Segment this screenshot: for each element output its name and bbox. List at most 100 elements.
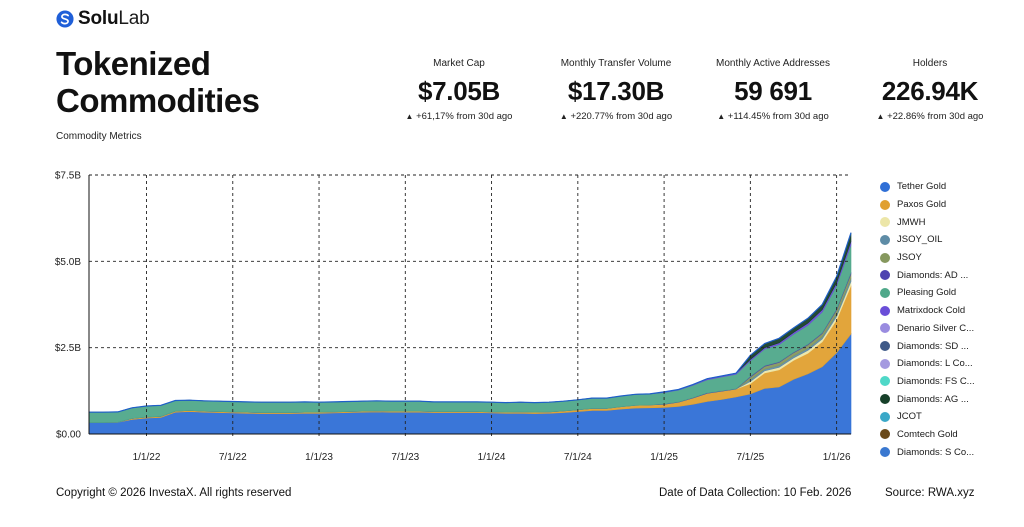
metric-label: Holders bbox=[912, 58, 948, 69]
legend-item[interactable]: Diamonds: SD ... bbox=[880, 337, 975, 355]
footer-copyright: Copyright © 2026 InvestaX. All rights re… bbox=[56, 487, 292, 499]
legend-swatch bbox=[880, 217, 890, 228]
x-tick-label: 1/1/26 bbox=[823, 452, 851, 463]
x-tick-label: 1/1/22 bbox=[133, 452, 161, 463]
legend-label: Tether Gold bbox=[897, 181, 947, 193]
legend-label: JMWH bbox=[897, 216, 926, 228]
legend-label: JSOY bbox=[897, 252, 922, 264]
y-tick-label: $2.5B bbox=[55, 343, 81, 354]
legend-item[interactable]: JSOY bbox=[880, 249, 975, 267]
legend-item[interactable]: JSOY_OIL bbox=[880, 231, 975, 249]
y-tick-label: $7.5B bbox=[55, 171, 81, 182]
legend-item[interactable]: JCOT bbox=[880, 408, 975, 426]
legend-item[interactable]: Pleasing Gold bbox=[880, 284, 975, 302]
legend-label: Denario Silver C... bbox=[897, 322, 975, 334]
legend-label: Comtech Gold bbox=[897, 428, 958, 440]
footer-source: Source: RWA.xyz bbox=[885, 487, 975, 499]
metric-change-text: +22.86% from 30d ago bbox=[887, 111, 984, 122]
series-line bbox=[89, 232, 852, 413]
x-tick-label: 7/1/22 bbox=[219, 452, 247, 463]
legend-swatch bbox=[880, 287, 890, 298]
legend-swatch bbox=[880, 341, 890, 352]
page-title-line2: Commodities bbox=[56, 82, 260, 119]
up-triangle-icon: ▲ bbox=[717, 112, 726, 121]
legend-item[interactable]: Diamonds: AD ... bbox=[880, 266, 975, 284]
y-tick-label: $0.00 bbox=[56, 430, 81, 441]
up-triangle-icon: ▲ bbox=[559, 112, 568, 121]
legend-swatch bbox=[880, 358, 890, 369]
brand-name: SoluLab bbox=[78, 8, 150, 30]
x-tick-label: 1/1/24 bbox=[478, 452, 506, 463]
legend-label: Pleasing Gold bbox=[897, 287, 957, 299]
page-title: Tokenized Commodities bbox=[56, 45, 260, 119]
x-tick-label: 1/1/25 bbox=[650, 452, 678, 463]
metric-holders: Holders 226.94K ▲ +22.86% from 30d ago bbox=[850, 58, 1010, 122]
metric-change: ▲ +114.45% from 30d ago bbox=[693, 111, 853, 122]
footer-date: Date of Data Collection: 10 Feb. 2026 bbox=[659, 487, 852, 499]
legend-item[interactable]: JMWH bbox=[880, 213, 975, 231]
up-triangle-icon: ▲ bbox=[405, 112, 414, 121]
legend-label: Paxos Gold bbox=[897, 199, 947, 211]
metric-label: Monthly Active Addresses bbox=[716, 58, 830, 69]
x-tick-label: 7/1/24 bbox=[564, 452, 592, 463]
legend-item[interactable]: Diamonds: FS C... bbox=[880, 373, 975, 391]
metric-change-text: +61,17% from 30d ago bbox=[416, 111, 513, 122]
metric-market-cap: Market Cap $7.05B ▲ +61,17% from 30d ago bbox=[379, 58, 539, 122]
legend-item[interactable]: Comtech Gold bbox=[880, 426, 975, 444]
legend-label: Matrixdock Cold bbox=[897, 305, 966, 317]
legend-swatch bbox=[880, 323, 890, 334]
legend-swatch bbox=[880, 394, 890, 405]
legend-item[interactable]: Matrixdock Cold bbox=[880, 302, 975, 320]
legend-label: Diamonds: SD ... bbox=[897, 340, 969, 352]
metric-change: ▲ +61,17% from 30d ago bbox=[379, 111, 539, 122]
legend-label: Diamonds: FS C... bbox=[897, 375, 975, 387]
legend-swatch bbox=[880, 252, 890, 263]
legend-swatch bbox=[880, 411, 890, 422]
metric-label: Market Cap bbox=[433, 58, 485, 69]
legend-item[interactable]: Diamonds: S Co... bbox=[880, 443, 975, 461]
legend-swatch bbox=[880, 447, 890, 458]
chart-subtitle: Commodity Metrics bbox=[56, 131, 142, 142]
legend-swatch bbox=[880, 234, 890, 245]
solulab-logo-icon bbox=[56, 10, 74, 28]
chart-legend: Tether Gold Paxos Gold JMWH JSOY_OIL JSOY Dia… bbox=[880, 178, 975, 461]
legend-item[interactable]: Diamonds: AG ... bbox=[880, 390, 975, 408]
legend-label: JCOT bbox=[897, 411, 922, 423]
metric-value: 226.94K bbox=[881, 76, 979, 106]
legend-swatch bbox=[880, 181, 890, 192]
legend-swatch bbox=[880, 305, 890, 316]
metric-change: ▲ +22.86% from 30d ago bbox=[850, 111, 1010, 122]
metric-value: $7.05B bbox=[417, 76, 501, 106]
metric-value: 59 691 bbox=[734, 76, 812, 106]
x-tick-label: 7/1/25 bbox=[736, 452, 764, 463]
legend-swatch bbox=[880, 199, 890, 210]
legend-item[interactable]: Denario Silver C... bbox=[880, 320, 975, 338]
metric-change-text: +114.45% from 30d ago bbox=[727, 111, 829, 122]
metric-monthly-transfer-volume: Monthly Transfer Volume $17.30B ▲ +220.7… bbox=[536, 58, 696, 122]
stacked-area-chart: $0.00 $2.5B $5.0B $7.5B 1/1/22 7/1/22 1/1/23 7/… bbox=[55, 171, 852, 463]
metric-label: Monthly Transfer Volume bbox=[560, 58, 672, 69]
legend-label: Diamonds: L Co... bbox=[897, 358, 973, 370]
legend-label: Diamonds: S Co... bbox=[897, 446, 975, 458]
brand-name-part1: Solu bbox=[78, 8, 119, 29]
metric-value: $17.30B bbox=[567, 76, 665, 106]
legend-item[interactable]: Diamonds: L Co... bbox=[880, 355, 975, 373]
up-triangle-icon: ▲ bbox=[876, 112, 885, 121]
metric-change: ▲ +220.77% from 30d ago bbox=[536, 111, 696, 122]
metric-change-text: +220.77% from 30d ago bbox=[570, 111, 673, 122]
brand-name-part2: Lab bbox=[118, 8, 150, 29]
legend-item[interactable]: Paxos Gold bbox=[880, 196, 975, 214]
metric-monthly-active-addresses: Monthly Active Addresses 59 691 ▲ +114.4… bbox=[693, 58, 853, 122]
brand-logo: SoluLab bbox=[56, 8, 150, 30]
y-tick-label: $5.0B bbox=[55, 257, 81, 268]
legend-item[interactable]: Tether Gold bbox=[880, 178, 975, 196]
legend-swatch bbox=[880, 429, 890, 440]
legend-label: Diamonds: AG ... bbox=[897, 393, 969, 405]
page-title-line1: Tokenized bbox=[56, 45, 211, 82]
legend-label: Diamonds: AD ... bbox=[897, 269, 969, 281]
legend-label: JSOY_OIL bbox=[897, 234, 943, 246]
legend-swatch bbox=[880, 270, 890, 281]
x-tick-label: 7/1/23 bbox=[391, 452, 419, 463]
x-tick-label: 1/1/23 bbox=[305, 452, 333, 463]
legend-swatch bbox=[880, 376, 890, 387]
